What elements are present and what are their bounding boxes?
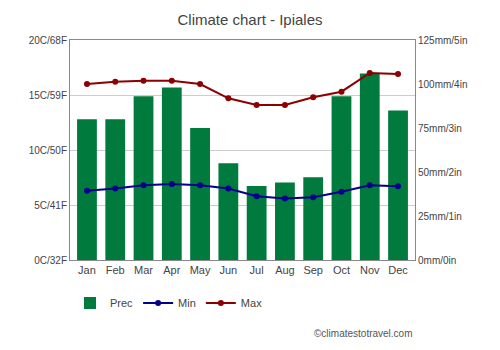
svg-text:Min: Min [178, 297, 196, 309]
svg-text:Aug: Aug [275, 264, 295, 276]
svg-text:Oct: Oct [333, 264, 350, 276]
svg-text:0mm/0in: 0mm/0in [418, 255, 456, 266]
svg-text:5C/41F: 5C/41F [34, 200, 67, 211]
svg-text:Sep: Sep [303, 264, 323, 276]
svg-text:Jun: Jun [219, 264, 237, 276]
svg-text:Climate chart - Ipiales: Climate chart - Ipiales [177, 11, 322, 28]
svg-text:May: May [190, 264, 211, 276]
svg-text:©climatestotravel.com: ©climatestotravel.com [314, 328, 413, 339]
svg-text:Max: Max [241, 297, 262, 309]
svg-text:25mm/1in: 25mm/1in [418, 211, 462, 222]
svg-text:Jan: Jan [78, 264, 96, 276]
svg-text:Apr: Apr [163, 264, 180, 276]
svg-text:Nov: Nov [360, 264, 380, 276]
svg-text:0C/32F: 0C/32F [34, 255, 67, 266]
svg-text:100mm/4in: 100mm/4in [418, 79, 467, 90]
svg-text:15C/59F: 15C/59F [29, 90, 67, 101]
svg-text:Dec: Dec [388, 264, 408, 276]
svg-text:75mm/3in: 75mm/3in [418, 123, 462, 134]
svg-text:Prec: Prec [110, 297, 133, 309]
svg-text:10C/50F: 10C/50F [29, 145, 67, 156]
svg-text:Mar: Mar [134, 264, 153, 276]
svg-text:20C/68F: 20C/68F [29, 35, 67, 46]
svg-text:125mm/5in: 125mm/5in [418, 35, 467, 46]
svg-text:Jul: Jul [250, 264, 264, 276]
svg-text:Feb: Feb [106, 264, 125, 276]
svg-text:50mm/2in: 50mm/2in [418, 167, 462, 178]
